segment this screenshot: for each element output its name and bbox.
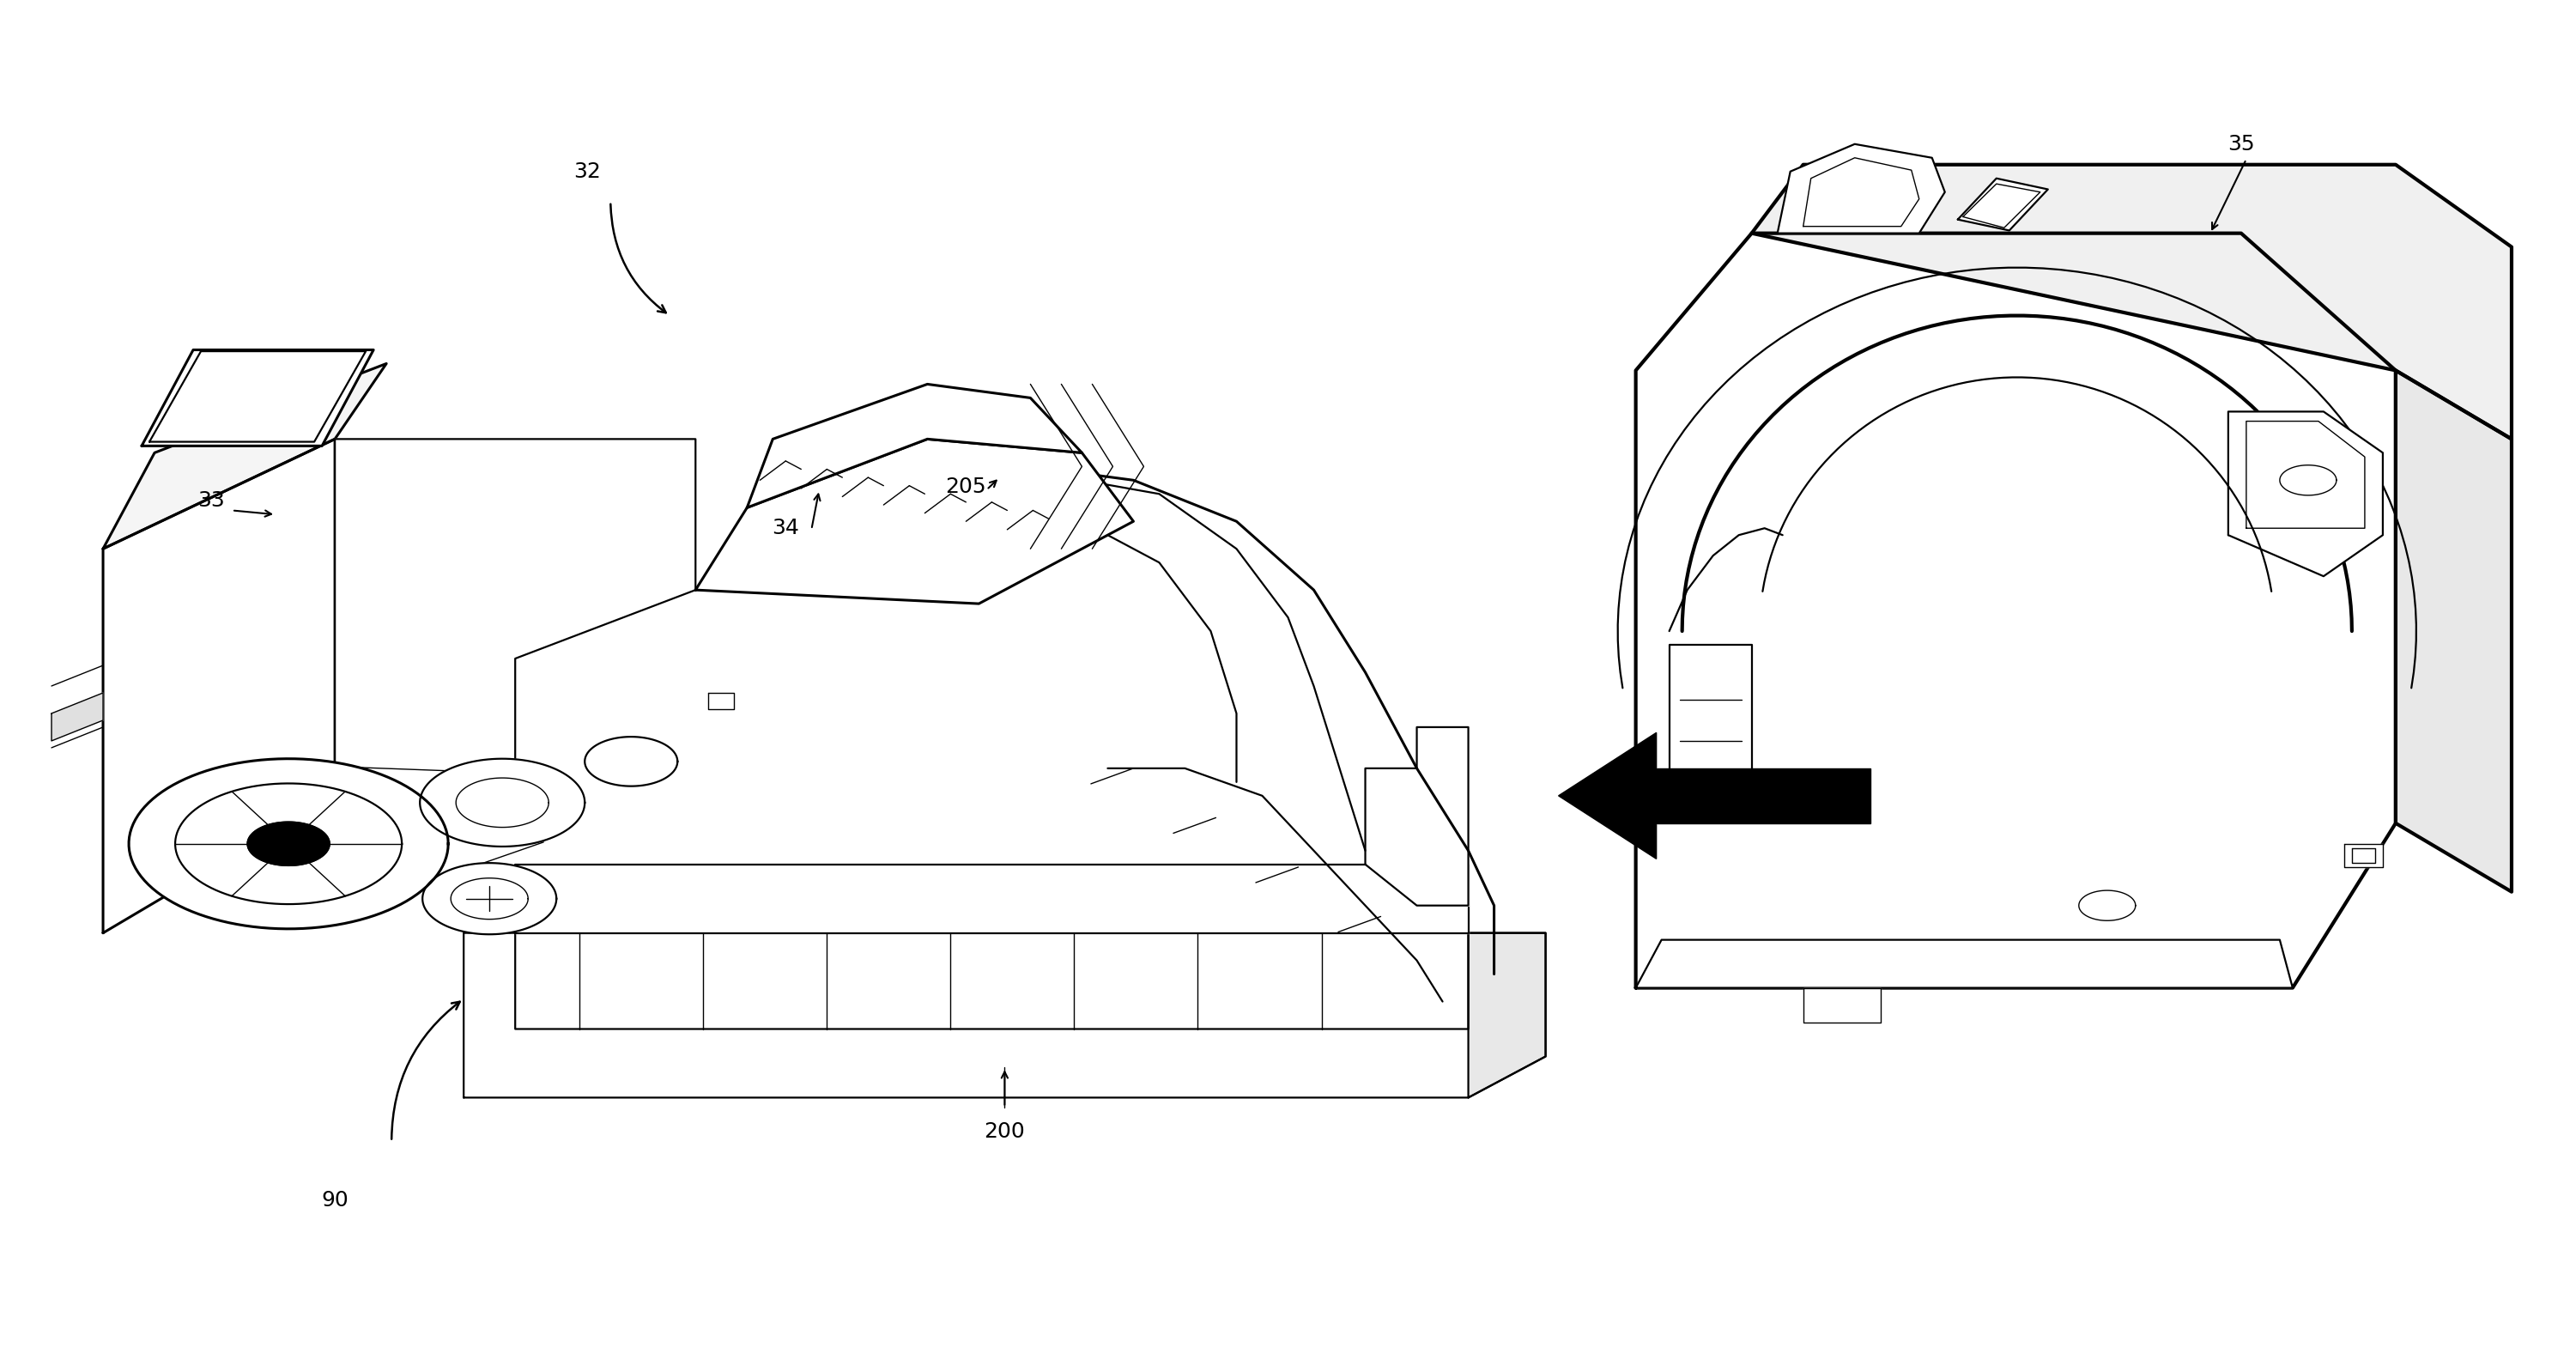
Polygon shape (142, 350, 374, 446)
Polygon shape (585, 737, 677, 786)
Polygon shape (1669, 645, 1752, 809)
Polygon shape (247, 822, 330, 866)
Text: 34: 34 (773, 517, 799, 539)
Polygon shape (1468, 933, 1546, 1098)
Polygon shape (1777, 144, 1945, 233)
Polygon shape (696, 439, 1133, 604)
Polygon shape (464, 933, 1546, 1098)
Polygon shape (2228, 412, 2383, 576)
Text: 200: 200 (984, 1121, 1025, 1143)
Text: 90: 90 (322, 1190, 348, 1211)
Polygon shape (1752, 165, 2512, 439)
Polygon shape (420, 759, 585, 847)
Polygon shape (708, 693, 734, 709)
Polygon shape (103, 439, 335, 933)
Polygon shape (1803, 988, 1880, 1022)
Polygon shape (1636, 233, 2396, 988)
Polygon shape (1365, 727, 1468, 906)
Text: 32: 32 (574, 161, 600, 182)
Polygon shape (1682, 316, 2352, 631)
Polygon shape (747, 384, 1082, 508)
Polygon shape (2396, 370, 2512, 892)
Polygon shape (335, 439, 696, 796)
Text: 205: 205 (945, 476, 987, 498)
Polygon shape (1558, 733, 1656, 859)
Text: 33: 33 (198, 490, 224, 512)
Polygon shape (515, 864, 1468, 933)
Polygon shape (1958, 178, 2048, 230)
Text: 35: 35 (2228, 133, 2254, 155)
Polygon shape (422, 863, 556, 934)
Polygon shape (1636, 940, 2293, 988)
Polygon shape (129, 759, 448, 929)
Polygon shape (1656, 768, 1870, 823)
Polygon shape (52, 693, 103, 741)
Polygon shape (2344, 844, 2383, 867)
Polygon shape (103, 364, 386, 549)
